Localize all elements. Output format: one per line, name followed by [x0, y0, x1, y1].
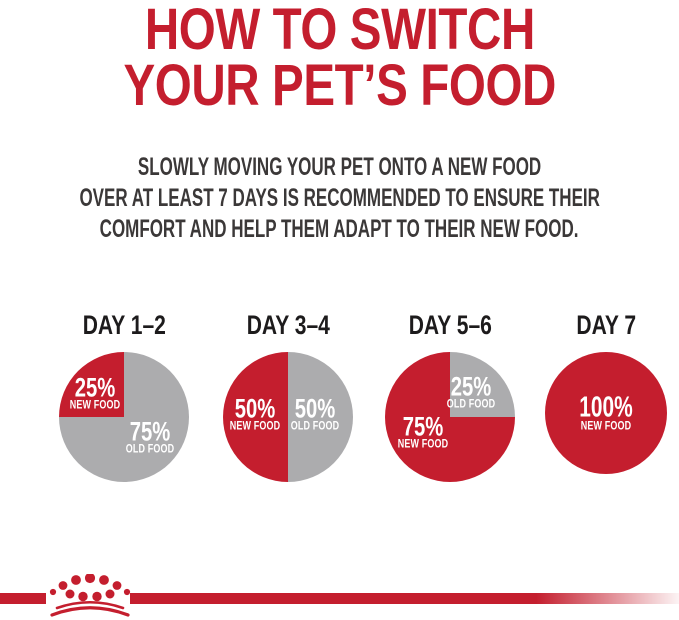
pie-chart-day-7: 100% NEW FOOD [545, 352, 667, 474]
pie-chart-day-1-2: 25% NEW FOOD 75% OLD FOOD [59, 352, 189, 482]
pie-slice-label-old-food: 50% OLD FOOD [284, 393, 346, 434]
slice-name: NEW FOOD [397, 438, 449, 451]
slice-name: OLD FOOD [125, 443, 175, 456]
slice-percent: 25% [74, 372, 116, 403]
day-column-7: DAY 7 100% NEW FOOD [521, 302, 679, 474]
slice-percent: 50% [234, 393, 276, 424]
subtitle-line-2: OVER AT LEAST 7 DAYS IS RECOMMENDED TO E… [79, 184, 600, 212]
page-title-line-2: YOUR PET’S FOOD [123, 53, 556, 118]
day-heading-5-6: DAY 5–6 [408, 310, 492, 340]
slice-name: OLD FOOD [446, 398, 496, 411]
slice-percent: 25% [450, 371, 492, 402]
footer-stripe-left [0, 593, 46, 604]
subtitle: SLOWLY MOVING YOUR PET ONTO A NEW FOOD O… [0, 152, 679, 245]
slice-percent: 75% [129, 416, 171, 447]
day-heading-7: DAY 7 [576, 310, 636, 340]
pie-chart-day-5-6: 75% NEW FOOD 25% OLD FOOD [385, 352, 515, 482]
page-title: HOW TO SWITCH YOUR PET’S FOOD [0, 0, 679, 118]
royal-canin-crown-logo-icon [49, 574, 131, 617]
day-heading-1-2: DAY 1–2 [82, 310, 166, 340]
slice-name: NEW FOOD [580, 420, 632, 433]
slice-name: OLD FOOD [290, 420, 340, 433]
pie-slice-label-new-food: 50% NEW FOOD [223, 393, 288, 434]
subtitle-line-3: COMFORT AND HELP THEM ADAPT TO THEIR NEW… [100, 215, 579, 243]
slice-percent: 50% [294, 393, 336, 424]
pie-slice-label-new-food: 25% NEW FOOD [63, 372, 128, 413]
slice-name: NEW FOOD [69, 399, 121, 412]
pie-chart-day-3-4: 50% NEW FOOD 50% OLD FOOD [223, 352, 353, 482]
page-title-line-1: HOW TO SWITCH [144, 0, 535, 62]
pie-slice-label-new-food: 100% NEW FOOD [569, 391, 643, 434]
day-column-3-4: DAY 3–4 50% NEW FOOD 50% OLD FOOD [203, 302, 373, 482]
subtitle-line-1: SLOWLY MOVING YOUR PET ONTO A NEW FOOD [137, 153, 542, 181]
slice-name: NEW FOOD [229, 420, 281, 433]
day-heading-3-4: DAY 3–4 [246, 310, 330, 340]
pie-slice-label-old-food: 75% OLD FOOD [119, 416, 181, 457]
day-column-1-2: DAY 1–2 25% NEW FOOD 75% OLD FOOD [39, 302, 209, 482]
pie-slice-label-new-food: 75% NEW FOOD [391, 411, 456, 452]
pie-slice-label-old-food: 25% OLD FOOD [440, 371, 502, 412]
day-column-5-6: DAY 5–6 75% NEW FOOD 25% OLD FOOD [365, 302, 535, 482]
slice-percent: 100% [579, 391, 633, 424]
slice-percent: 75% [402, 411, 444, 442]
footer-stripe-right [130, 593, 679, 604]
